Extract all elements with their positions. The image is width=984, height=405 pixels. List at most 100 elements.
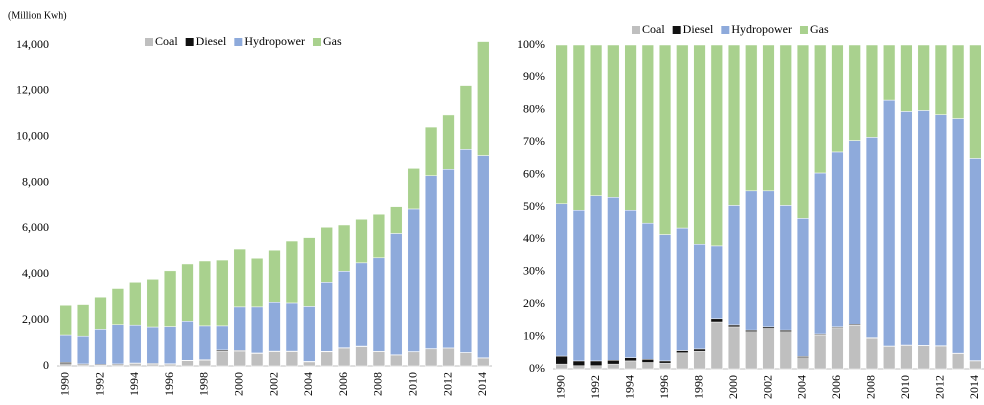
bar-segment [268,302,281,352]
bar-segment [459,85,473,150]
y-tick-label: 6,000 [22,220,49,234]
bar-segment [146,279,159,328]
y-tick-label: 40% [523,231,545,245]
x-tick-label: 1992 [588,375,602,399]
bar-segment [883,99,896,347]
bar-segment [163,270,177,327]
bar-segment [390,206,403,234]
bar-segment [337,347,351,367]
y-tick-label: 2,000 [22,312,49,326]
bar-segment [589,195,603,362]
bar-segment [337,224,351,272]
bar-segment [865,337,879,370]
bar-segment [796,357,810,370]
bar-segment [250,353,264,367]
bar-segment [407,168,420,210]
y-tick-label: 0% [529,361,545,375]
bar-segment [727,205,741,326]
legend-label: Hydropower [731,22,792,36]
bar-segment [555,44,568,205]
bar-segment [969,158,982,361]
x-tick-label: 1994 [127,372,141,396]
legend-swatch [799,26,808,34]
bar-segment [407,351,420,367]
bar-segment [555,363,568,370]
bar-segment [727,326,741,370]
bar-segment [710,321,723,370]
bar-segment [233,306,246,351]
bar-segment [320,227,333,283]
bar-segment [745,331,758,370]
bar-segment [917,345,930,370]
bar-segment [555,355,568,365]
bar-segment [710,44,723,247]
y-tick-label: 70% [523,134,545,148]
bar-segment [59,363,72,367]
x-tick-label: 2008 [864,375,878,399]
bar-segment [129,282,142,326]
bar-segment [390,233,403,356]
x-tick-label: 2014 [475,372,489,396]
bar-segment [934,44,948,115]
bar-segment [641,359,654,363]
bar-segment [163,363,177,367]
bar-segment [442,169,455,349]
bar-segment [814,44,827,174]
x-tick-label: 1996 [162,372,176,396]
bar-segment [796,44,810,219]
x-tick-label: 2000 [231,372,245,396]
y-tick-label: 20% [523,296,545,310]
bar-segment [372,257,386,352]
y-tick-label: 80% [523,102,545,116]
bar-segment [303,237,316,307]
bar-segment [848,140,861,325]
bar-segment [727,324,741,328]
x-tick-label: 2010 [898,375,912,399]
bar-segment [285,302,299,352]
bar-segment [814,334,827,370]
bar-segment [831,327,844,370]
bar-segment [745,190,758,331]
legend-label: Gas [323,34,342,48]
bar-segment [589,365,603,370]
bar-segment [762,190,775,328]
legend-swatch [632,26,640,34]
bar-segment [572,44,585,211]
bar-segment [900,111,913,346]
bar-segment [796,218,810,357]
bar-segment [337,271,351,348]
bar-segment [607,360,620,365]
bar-segment [917,110,930,346]
bar-segment [216,259,229,327]
bar-segment [952,353,965,370]
bar-segment [710,318,723,323]
bar-segment [676,44,689,229]
x-tick-label: 2006 [829,375,843,399]
bar-segment [111,324,125,365]
bar-segment [710,245,723,320]
bar-segment [303,306,316,362]
y-tick-label: 4,000 [22,266,49,280]
y-tick-label: 14,000 [16,37,49,51]
x-tick-label: 1998 [691,375,705,399]
bar-segment [883,44,896,101]
x-tick-label: 2014 [967,375,981,399]
legend-swatch [145,38,153,46]
axis-unit-label: (Million Kwh) [8,10,67,21]
bar-segment [624,360,637,370]
bar-segment [198,325,212,360]
bar-segment [477,41,490,156]
bar-segment [285,240,299,304]
bar-segment [607,363,620,370]
bar-segment [658,362,672,370]
bar-segment [477,155,490,358]
bar-segment [459,352,473,367]
bar-segment [693,244,706,350]
bar-segment [59,304,72,336]
legend-label: Hydropower [244,34,305,48]
bar-segment [934,114,948,346]
x-tick-label: 2004 [301,372,315,396]
bar-segment [146,326,159,364]
bar-segment [693,348,706,352]
